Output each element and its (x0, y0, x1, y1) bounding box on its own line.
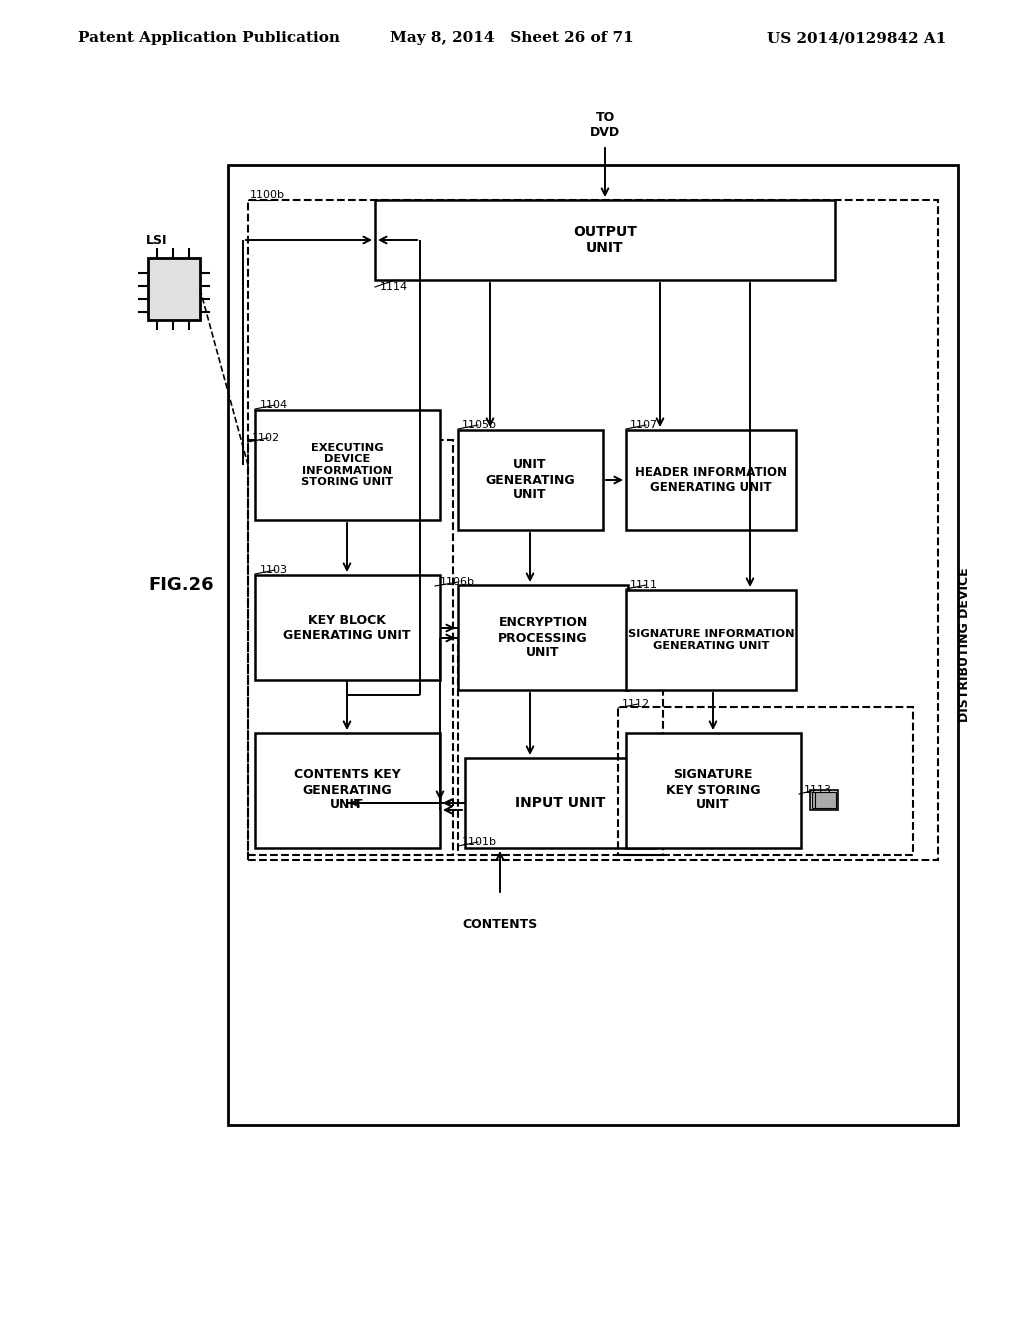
Bar (248, 201, 938, 861)
Text: INPUT UNIT: INPUT UNIT (515, 796, 605, 810)
Text: DISTRIBUTING DEVICE: DISTRIBUTING DEVICE (957, 568, 971, 722)
Bar (812, 792, 836, 808)
Text: 1100b: 1100b (250, 190, 285, 201)
Bar (248, 440, 453, 855)
Text: LSI: LSI (146, 234, 168, 247)
Text: 1103: 1103 (260, 565, 288, 576)
Bar (626, 590, 796, 690)
Bar (618, 708, 913, 855)
Bar (458, 585, 628, 690)
Bar (458, 640, 663, 855)
Text: Patent Application Publication: Patent Application Publication (78, 30, 340, 45)
Bar (148, 257, 200, 319)
Bar (255, 733, 440, 847)
Text: CONTENTS KEY
GENERATING
UNIT: CONTENTS KEY GENERATING UNIT (294, 768, 400, 812)
Text: SIGNATURE INFORMATION
GENERATING UNIT: SIGNATURE INFORMATION GENERATING UNIT (628, 630, 795, 651)
Bar (255, 576, 440, 680)
Text: UNIT
GENERATING
UNIT: UNIT GENERATING UNIT (485, 458, 574, 502)
Bar (465, 758, 655, 847)
Bar (458, 430, 603, 531)
Text: TO
DVD: TO DVD (590, 111, 621, 139)
Bar (626, 733, 801, 847)
Bar (810, 789, 838, 810)
Text: KEY BLOCK
GENERATING UNIT: KEY BLOCK GENERATING UNIT (284, 614, 411, 642)
Bar (375, 201, 835, 280)
Text: 1114: 1114 (380, 282, 409, 292)
Text: CONTENTS: CONTENTS (463, 919, 538, 932)
Text: FIG.26: FIG.26 (148, 576, 214, 594)
Text: OUTPUT
UNIT: OUTPUT UNIT (573, 224, 637, 255)
Text: 1111: 1111 (630, 579, 658, 590)
Text: 1107: 1107 (630, 420, 658, 430)
Text: May 8, 2014   Sheet 26 of 71: May 8, 2014 Sheet 26 of 71 (390, 30, 634, 45)
Text: 1106b: 1106b (440, 577, 475, 587)
Text: SIGNATURE
KEY STORING
UNIT: SIGNATURE KEY STORING UNIT (666, 768, 760, 812)
Text: 1101b: 1101b (462, 837, 497, 847)
Bar (228, 165, 958, 1125)
Bar (255, 411, 440, 520)
Text: HEADER INFORMATION
GENERATING UNIT: HEADER INFORMATION GENERATING UNIT (635, 466, 787, 494)
Text: 1104: 1104 (260, 400, 288, 411)
Text: 1102: 1102 (252, 433, 281, 444)
Text: 1112: 1112 (622, 700, 650, 709)
Text: 1113: 1113 (804, 785, 831, 795)
Text: US 2014/0129842 A1: US 2014/0129842 A1 (767, 30, 946, 45)
Text: ENCRYPTION
PROCESSING
UNIT: ENCRYPTION PROCESSING UNIT (499, 616, 588, 660)
Text: 1105b: 1105b (462, 420, 497, 430)
Bar (626, 430, 796, 531)
Text: EXECUTING
DEVICE
INFORMATION
STORING UNIT: EXECUTING DEVICE INFORMATION STORING UNI… (301, 442, 393, 487)
